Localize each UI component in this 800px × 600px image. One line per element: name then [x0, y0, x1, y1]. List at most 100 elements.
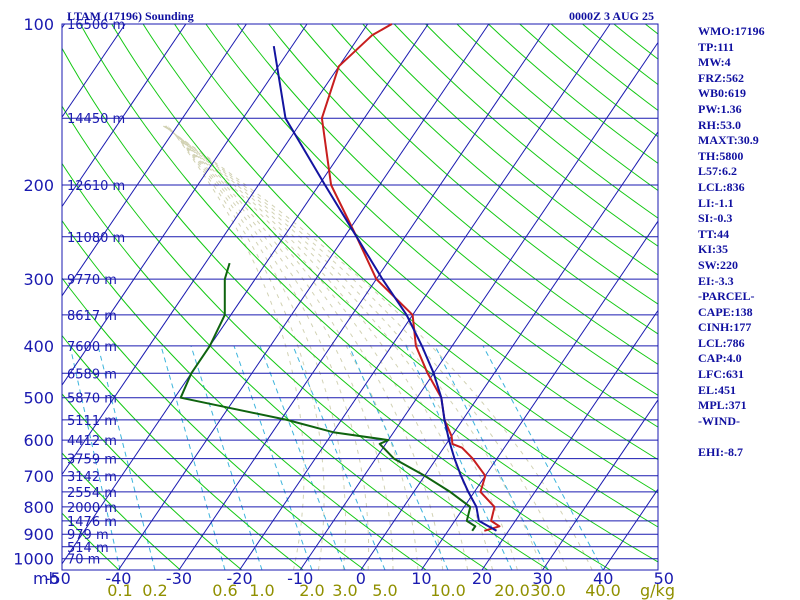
dry-adiabat-line	[456, 23, 659, 191]
mixing-ratio-line	[97, 345, 156, 571]
dry-adiabat-line	[236, 23, 659, 396]
index-item: SI:-0.3	[698, 211, 733, 226]
chart-datetime: 0000Z 3 AUG 25	[569, 9, 654, 23]
height-label: 1476 m	[67, 515, 117, 530]
isotherm-line	[61, 23, 369, 475]
mixing-ratio-tick-label: 3.0	[332, 581, 357, 600]
moist-adiabat-line	[163, 125, 568, 571]
height-label: 5111 m	[67, 414, 117, 429]
moist-adiabat-line	[167, 125, 325, 571]
index-item: MAXT:30.9	[698, 133, 759, 148]
pressure-tick-label: 700	[23, 467, 54, 486]
mixing-ratio-tick-label: 2.0	[299, 581, 324, 600]
index-item: LI:-1.1	[698, 195, 734, 210]
height-label: 4412 m	[67, 434, 117, 449]
temperature-tick-label: -20	[227, 569, 253, 588]
isotherm-line	[61, 23, 187, 207]
pressure-tick-label: 400	[23, 337, 54, 356]
temperature-tick-label: 20	[472, 569, 492, 588]
dry-adiabat-line	[331, 23, 659, 305]
height-label: 8617 m	[67, 309, 117, 324]
isotherms	[61, 23, 659, 571]
moist-adiabat-line	[167, 125, 305, 571]
pressure-tick-label: 600	[23, 431, 54, 450]
pressure-tick-label: 300	[23, 270, 54, 289]
index-item: EI:-3.3	[698, 273, 734, 288]
temperature-tick-label: 0	[356, 569, 366, 588]
height-label: 7600 m	[67, 340, 117, 355]
mixing-ratio-line	[434, 345, 549, 571]
dry-adiabat-line	[362, 23, 659, 276]
index-item: TT:44	[698, 226, 730, 241]
mixing-ratio-line	[259, 345, 346, 571]
pressure-labels: 100 200 300 400 500 600 700 800 900 1000	[13, 15, 54, 569]
temperature-tick-label: 30	[532, 569, 552, 588]
pressure-tick-label: 200	[23, 176, 54, 195]
mixing-ratio-tick-label: 0.2	[142, 581, 167, 600]
moist-adiabat-line	[166, 125, 394, 571]
pressure-tick-label: 800	[23, 498, 54, 517]
index-item: RH:53.0	[698, 117, 741, 132]
isotherm-line	[61, 23, 429, 565]
dry-adiabat-line	[174, 23, 659, 461]
height-label: 514 m	[67, 541, 109, 556]
index-item: -WIND-	[698, 413, 740, 428]
mixing-ratio-tick-label: 1.0	[249, 581, 274, 600]
pressure-tick-label: 500	[23, 389, 54, 408]
dry-adiabat-line	[61, 512, 120, 571]
index-item: SW:220	[698, 257, 739, 272]
dry-adiabat-line	[644, 23, 659, 35]
height-label: 3142 m	[67, 470, 117, 485]
mixing-ratio-tick-label: 10.0	[430, 581, 466, 600]
sounding-indices-panel: WMO:17196 TP:111 MW:4 FRZ:562 WB0:619 PW:1.36…	[698, 24, 798, 461]
dry-adiabat-line	[613, 23, 659, 60]
temperature-tick-label: 40	[593, 569, 613, 588]
moist-adiabats	[162, 125, 593, 571]
dry-adiabat-line	[425, 23, 659, 219]
moist-adiabat-line	[164, 125, 469, 571]
mixing-ratio-line	[348, 345, 449, 571]
dry-adiabat-line	[205, 23, 659, 428]
height-label: 3759 m	[67, 453, 117, 468]
pressure-unit-label: mb	[33, 569, 59, 588]
index-item: TH:5800	[698, 148, 744, 163]
dry-adiabat-line	[488, 23, 659, 164]
dry-adiabat-line	[61, 105, 550, 571]
height-label: 11080 m	[67, 231, 125, 246]
index-item: CAPE:138	[698, 304, 753, 319]
mixing-ratio-tick-label: 0.1	[107, 581, 132, 600]
temperature-tick-label: -50	[45, 569, 71, 588]
dry-adiabat-line	[299, 23, 659, 335]
index-item: WMO:17196	[698, 24, 765, 38]
height-label: 14450 m	[67, 112, 125, 127]
temperature-labels: -50 -40 -30 -20 -10 0 10 20 30 40 50	[45, 569, 674, 588]
mixing-ratio-line	[69, 345, 121, 571]
index-item: KI:35	[698, 242, 728, 257]
temperature-tick-label: 50	[654, 569, 674, 588]
sounding-series	[179, 23, 501, 532]
dry-adiabat-line	[61, 220, 427, 571]
isotherm-line	[239, 23, 611, 571]
moist-adiabat-line	[166, 125, 370, 571]
index-item: LCL:786	[698, 335, 745, 350]
mixing-ratio-line	[405, 345, 513, 571]
pressure-tick-label: 1000	[13, 550, 54, 569]
mixing-ratio-tick-label: 0.6	[212, 581, 237, 600]
isotherm-line	[542, 399, 659, 571]
index-item: MPL:371	[698, 398, 747, 413]
mixing-ratio-tick-label: 5.0	[372, 581, 397, 600]
dry-adiabat-line	[111, 23, 659, 528]
height-label: 12610 m	[67, 179, 125, 194]
dry-adiabat-line	[79, 23, 659, 563]
index-item: -PARCEL-	[698, 289, 755, 304]
height-label: 70 m	[67, 553, 100, 568]
index-item: WB0:619	[698, 86, 746, 101]
mixing-ratio-tick-label: 20.0	[494, 581, 530, 600]
height-label: 16506 m	[67, 18, 125, 33]
height-label: 2000 m	[67, 501, 117, 516]
isotherm-line	[61, 23, 126, 118]
height-label: 6589 m	[67, 367, 117, 382]
index-item: TP:111	[698, 39, 735, 54]
dry-adiabat-line	[61, 48, 611, 571]
plot-frame	[61, 23, 659, 571]
